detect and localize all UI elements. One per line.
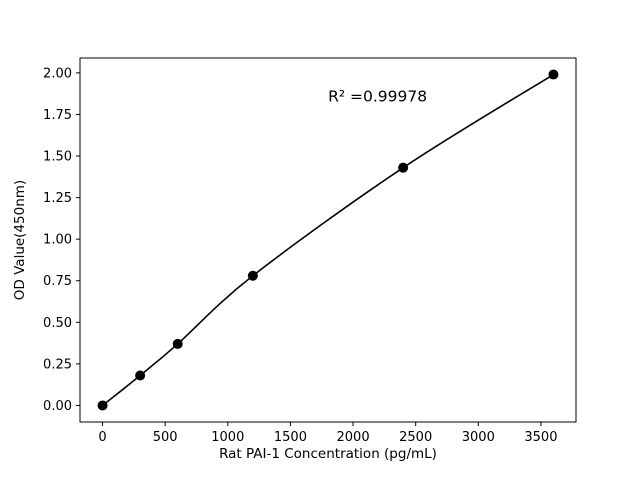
x-tick-label: 1000: [211, 430, 244, 445]
x-tick-label: 0: [98, 430, 106, 445]
x-tick-label: 3000: [462, 430, 495, 445]
y-tick-label: 1.00: [43, 233, 72, 248]
data-point: [247, 270, 258, 281]
plot-area: 0 500 1000 1500 2000 2500 3000 3500 0.00 0.25 0.50…: [43, 57, 577, 445]
data-point: [97, 400, 108, 411]
data-point: [172, 338, 183, 349]
x-tick-label: 2500: [399, 430, 432, 445]
y-tick-label: 0.75: [43, 274, 72, 289]
y-tick-label: 1.75: [43, 108, 72, 123]
y-tick-label: 2.00: [43, 66, 72, 81]
y-tick-label: 0.50: [43, 316, 72, 331]
y-tick-label: 1.25: [43, 191, 72, 206]
x-tick-label: 1500: [274, 430, 307, 445]
y-axis-label: OD Value(450nm): [12, 180, 28, 300]
data-point: [135, 370, 146, 381]
x-tick-label: 2000: [337, 430, 370, 445]
data-point: [548, 69, 559, 80]
data-point: [398, 162, 409, 173]
y-tick-label: 0.00: [43, 399, 72, 414]
r-squared-annotation: R² =0.99978: [328, 88, 427, 106]
x-tick-label: 500: [153, 430, 178, 445]
axes-spines: [79, 57, 577, 423]
y-tick-label: 1.50: [43, 150, 72, 165]
x-axis-label: Rat PAI-1 Concentration (pg/mL): [219, 446, 437, 462]
y-tick-label: 0.25: [43, 357, 72, 372]
x-tick-label: 3500: [524, 430, 557, 445]
